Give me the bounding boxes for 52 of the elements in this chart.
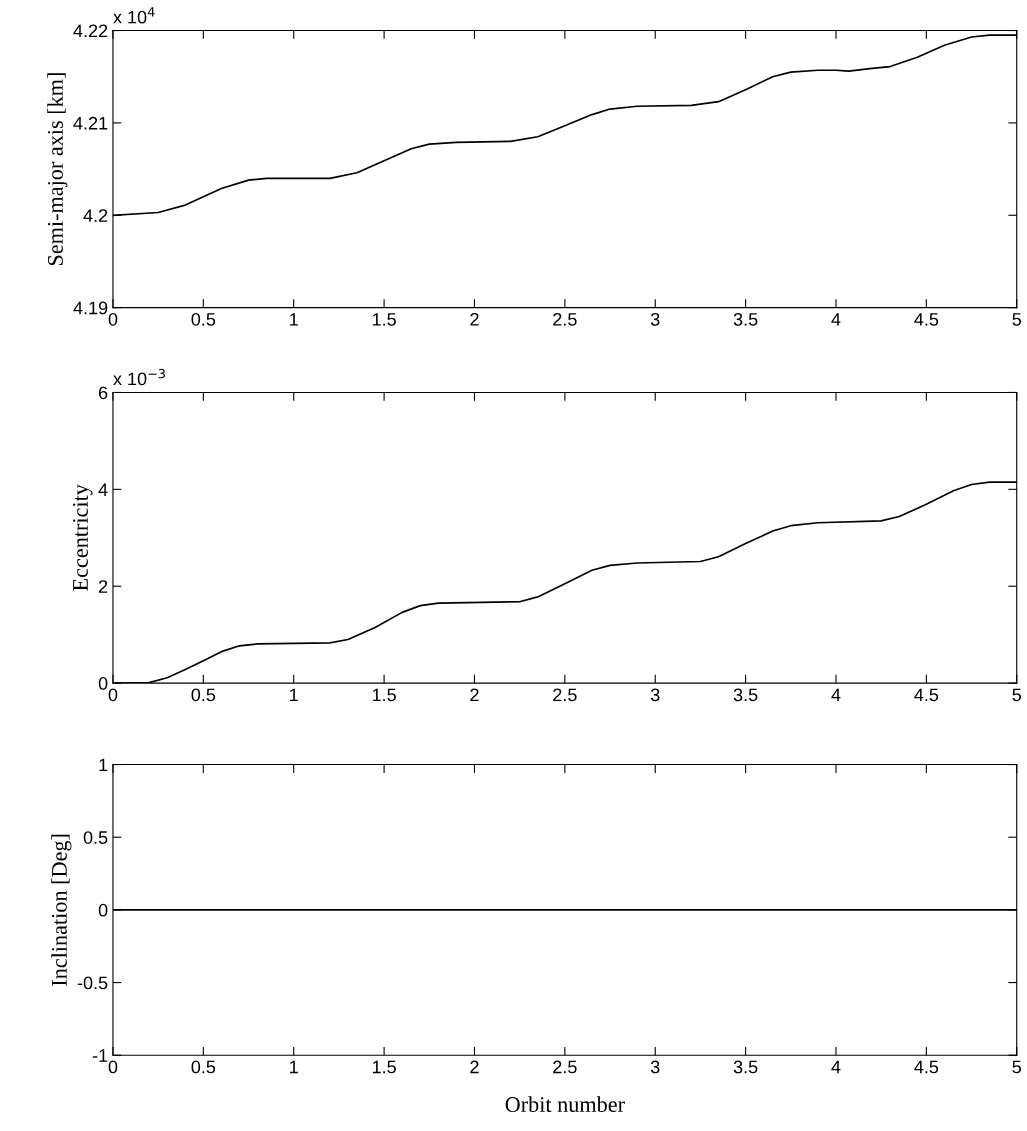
x-tick-label: 4 (831, 313, 841, 326)
x-tick-label: 2.5 (553, 688, 577, 702)
y-tick-label: 0.5 (83, 831, 108, 844)
x-tick-label: 1.5 (372, 313, 396, 326)
x-tick-label: 2.5 (553, 1060, 577, 1074)
y-tick-label: 0 (98, 903, 108, 917)
x-tick-label: 1.5 (372, 1060, 396, 1074)
y-tick-label: 4.2 (83, 209, 108, 222)
x-tick-label: 3.5 (733, 688, 758, 702)
x-tick-label: 3 (650, 688, 660, 702)
text: x 10$^{4}$ (113, 7, 155, 24)
text: x 10$^{−3}$ (113, 368, 165, 386)
x-tick-label: 2 (470, 688, 479, 702)
x-tick-label: 1 (290, 1060, 298, 1074)
x-tick-label: 4.5 (914, 688, 939, 702)
y-axis-title: Semi-major axis [km] (47, 73, 68, 266)
x-tick-label: 3 (650, 1060, 660, 1074)
y-tick-label: 1 (99, 758, 108, 772)
y-tick-label: 4.22 (73, 24, 108, 38)
y-tick-label: -1 (92, 1049, 108, 1062)
x-tick-label: 4.5 (914, 1060, 939, 1074)
y-axis-title: Inclination [Deg] (51, 834, 72, 986)
x-axis-title: Orbit number (505, 1096, 625, 1112)
x-tick-label: 1 (290, 688, 298, 702)
x-tick-label: 5 (1012, 1060, 1021, 1074)
y-tick-label: 6 (98, 386, 108, 400)
x-tick-label: 3.5 (733, 1060, 758, 1074)
y-tick-label: 4.21 (73, 116, 108, 130)
x-tick-label: 4 (831, 1060, 841, 1074)
x-tick-label: 0.5 (191, 1060, 216, 1074)
x-tick-label: 2 (470, 312, 479, 326)
x-tick-label: 1 (290, 313, 298, 326)
x-tick-label: 3.5 (733, 312, 758, 326)
y-tick-label: 4 (98, 483, 108, 496)
x-tick-label: 1.5 (372, 688, 396, 702)
x-tick-label: 0 (108, 312, 118, 326)
x-tick-label: 3 (650, 312, 660, 326)
x-tick-label: 4.5 (914, 313, 939, 326)
x-tick-label: 2 (470, 1060, 479, 1074)
y-tick-label: -0.5 (77, 976, 108, 990)
x-tick-label: 0 (108, 688, 118, 702)
x-tick-label: 0 (108, 1060, 118, 1074)
x-tick-label: 2.5 (553, 312, 577, 326)
x-tick-label: 5 (1012, 313, 1021, 326)
x-tick-label: 5 (1012, 688, 1021, 702)
x-tick-label: 0.5 (191, 312, 216, 326)
x-tick-label: 4 (831, 688, 841, 702)
y-axis-title: Eccentricity (73, 484, 93, 591)
y-tick-label: 2 (98, 580, 108, 593)
x-tick-label: 0.5 (191, 688, 216, 702)
y-tick-label: 4.19 (73, 301, 108, 315)
y-tick-label: 0 (98, 677, 108, 690)
